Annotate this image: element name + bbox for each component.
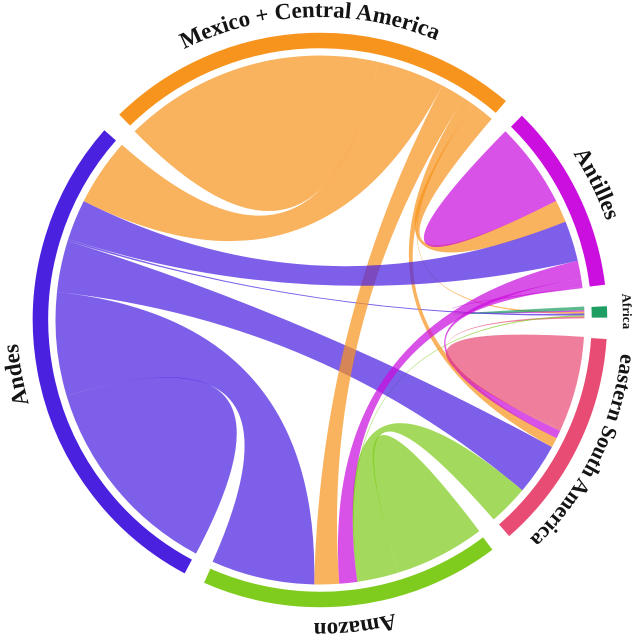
svg-text:Africa: Africa: [619, 293, 635, 330]
